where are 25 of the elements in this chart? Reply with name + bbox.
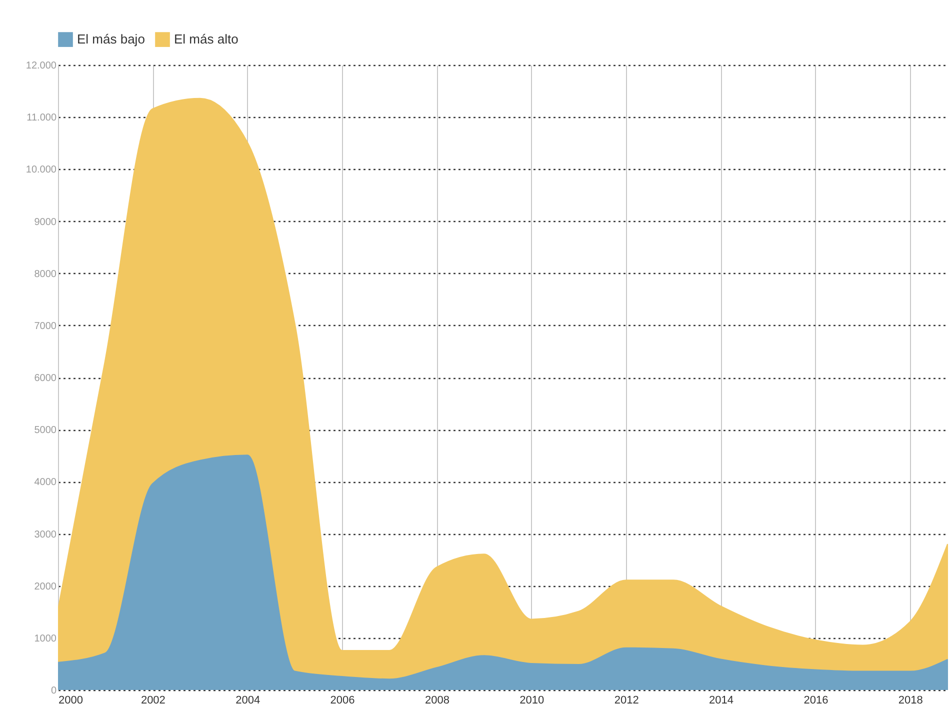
x-tick-label: 2012 [614,694,639,706]
x-tick-label: 2004 [236,694,260,706]
x-tick-label: 2016 [804,694,828,706]
y-tick-label: 8000 [34,268,57,280]
x-tick-label: 2010 [520,694,544,706]
x-tick-label: 2018 [898,694,923,706]
x-tick-label: 2002 [140,694,166,706]
legend-label: El más bajo [77,32,145,47]
y-tick-label: 3000 [34,529,57,540]
y-tick-label: 0 [50,686,57,696]
y-tick-label: 7000 [34,320,57,332]
x-tick-label: 2006 [330,694,355,706]
y-tick-label: 2000 [34,581,57,592]
y-tick-label: 5000 [34,425,57,436]
x-tick-label: 2014 [709,694,734,706]
y-tick-label: 10.000 [26,164,57,176]
y-tick-label: 6000 [34,373,57,384]
y-tick-label: 11.000 [26,112,57,124]
x-tick-label: 2008 [424,694,450,706]
y-tick-label: 12.000 [26,60,57,72]
y-tick-label: 9000 [34,216,57,228]
legend-label: El más alto [174,32,238,47]
x-tick-label: 2000 [58,694,83,706]
y-tick-label: 1000 [34,633,57,644]
y-tick-label: 4000 [34,477,57,488]
